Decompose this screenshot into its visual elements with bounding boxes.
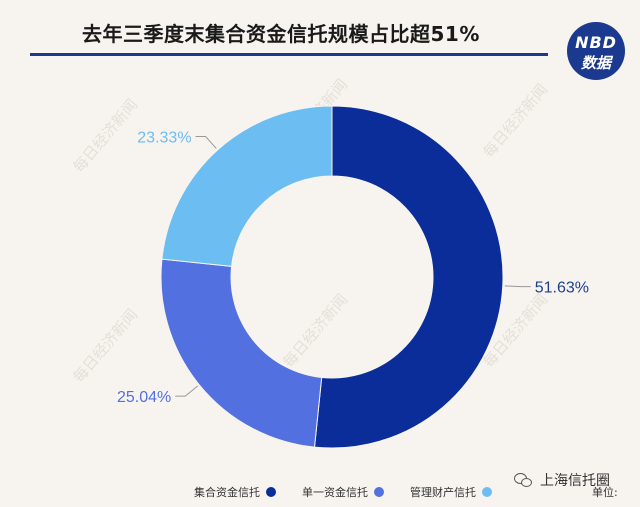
legend-item: 管理财产信托	[410, 484, 492, 500]
donut-slice	[313, 105, 504, 449]
donut-slice	[161, 105, 333, 267]
title-underline	[30, 53, 548, 56]
legend-label: 管理财产信托	[410, 486, 476, 499]
data-label: 23.33%	[137, 130, 191, 147]
legend-item: 集合资金信托	[194, 484, 276, 500]
logo-text-data: 数据	[580, 54, 611, 72]
source-name: 上海信托圈	[540, 473, 610, 489]
leader-line	[504, 285, 531, 288]
legend-swatch	[374, 487, 384, 497]
donut-slice	[160, 258, 323, 448]
legend-swatch	[266, 487, 276, 497]
legend-item: 单一资金信托	[302, 484, 384, 500]
chart-title: 去年三季度末集合资金信托规模占比超51%	[82, 22, 480, 46]
chart-legend: 集合资金信托 单一资金信托 管理财产信托	[194, 482, 518, 502]
wechat-icon	[514, 472, 534, 488]
source-credit: 上海信托圈	[514, 470, 610, 490]
unit-label: 单位:	[592, 486, 618, 499]
nbd-logo: NBD 数据	[567, 22, 625, 80]
leader-line	[175, 385, 198, 397]
legend-swatch	[482, 487, 492, 497]
data-label: 25.04%	[117, 389, 171, 406]
logo-text-nbd: NBD	[575, 33, 617, 52]
legend-label: 单一资金信托	[302, 486, 368, 499]
legend-label: 集合资金信托	[194, 486, 260, 499]
leader-line	[195, 136, 217, 149]
data-label: 51.63%	[535, 280, 589, 297]
